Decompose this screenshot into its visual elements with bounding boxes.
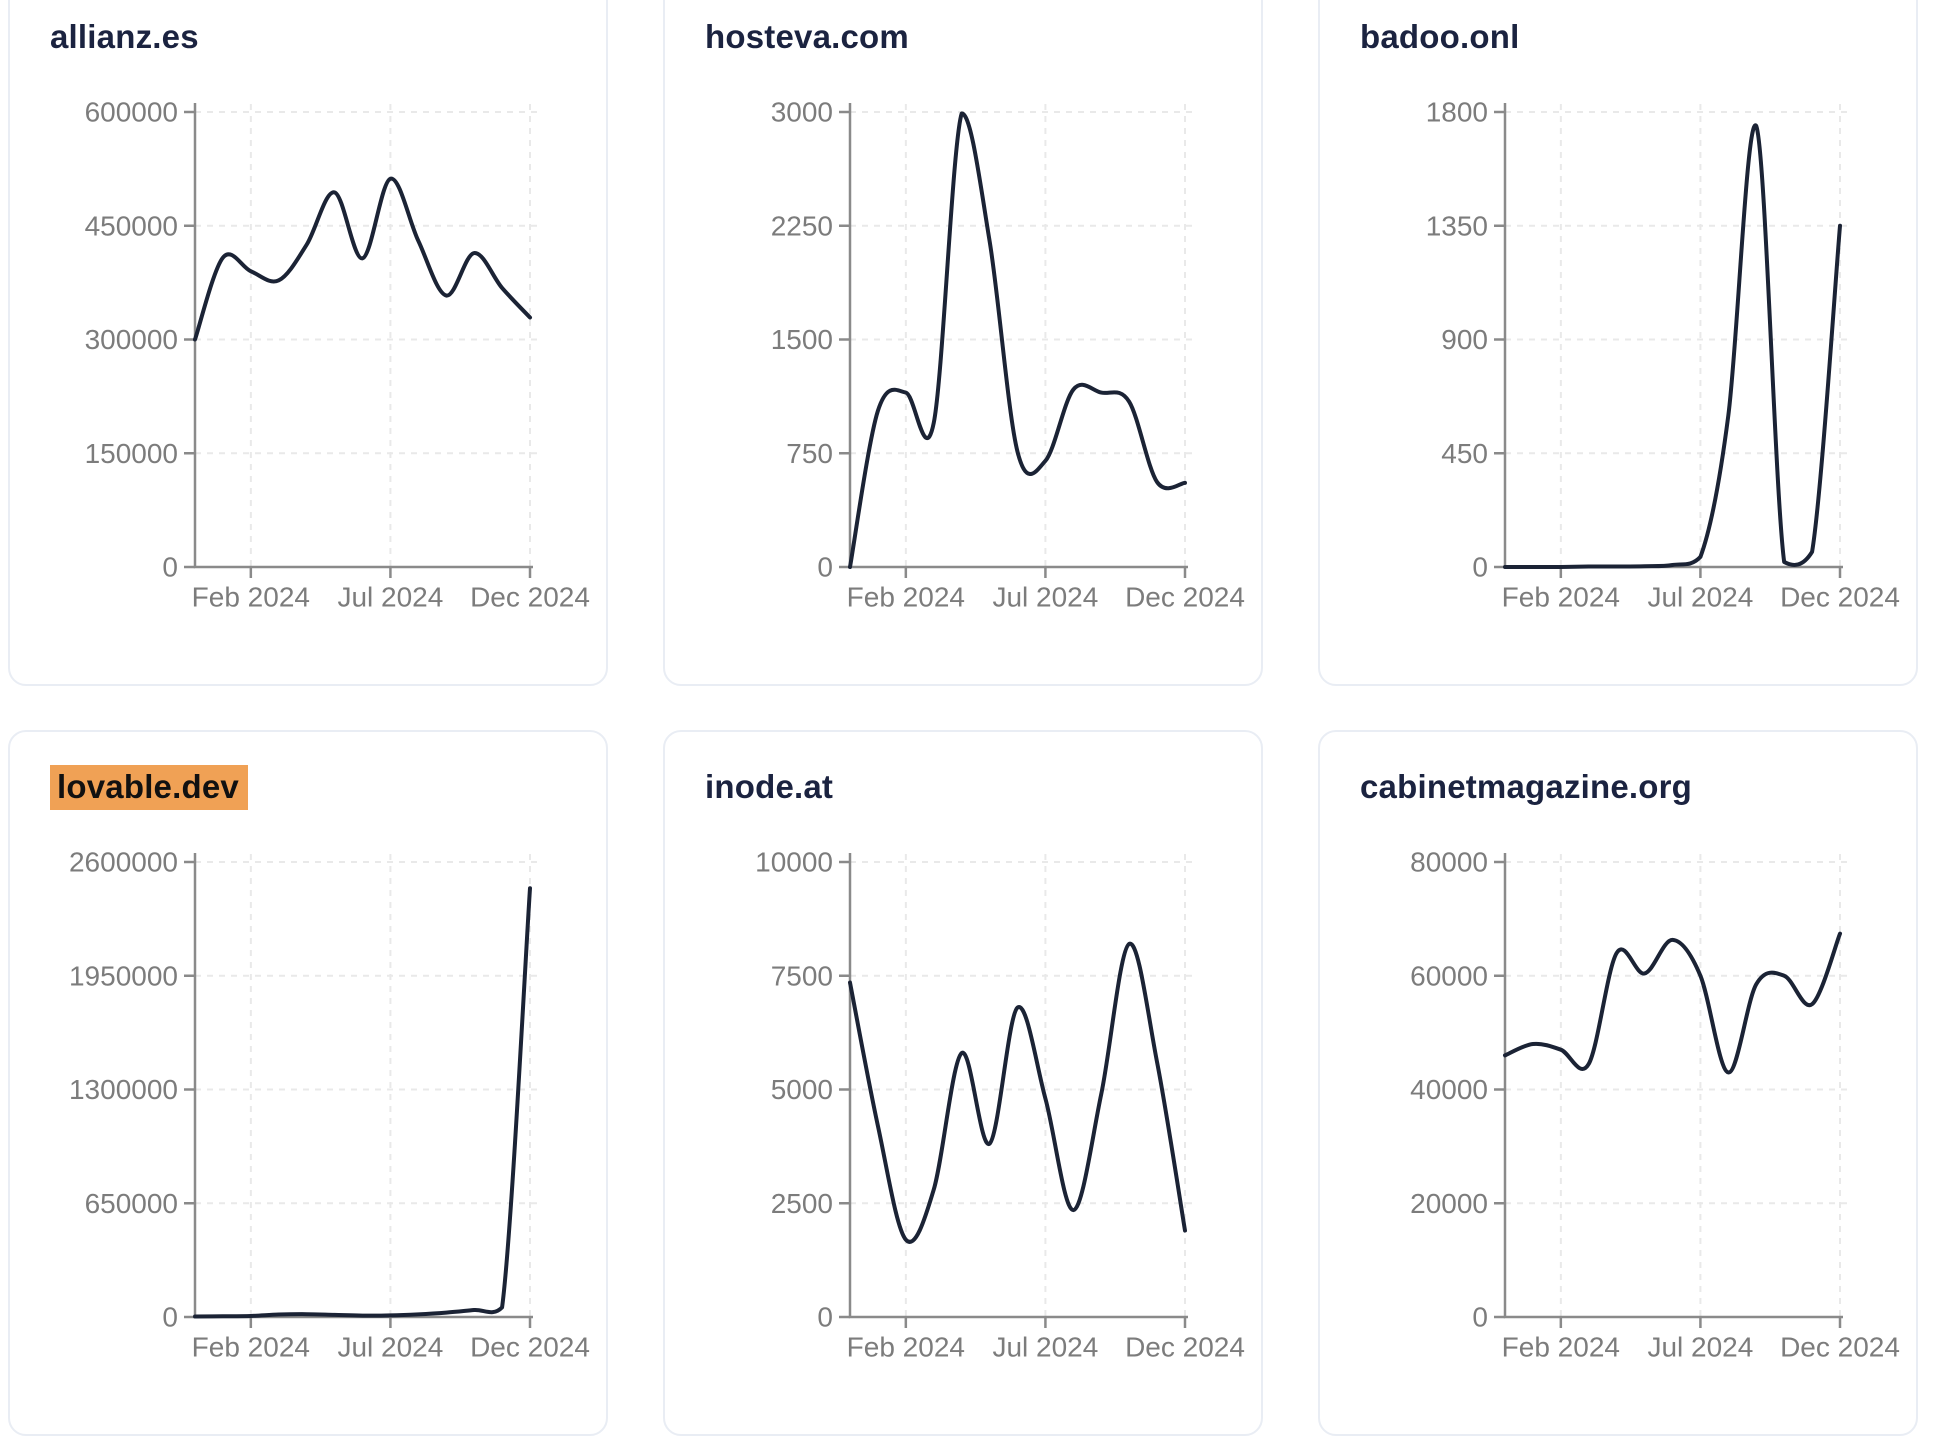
y-axis-tick-label: 0 bbox=[162, 552, 178, 583]
y-axis-tick-label: 650000 bbox=[85, 1188, 178, 1219]
axis bbox=[848, 103, 1188, 569]
x-axis-tick-label: Jul 2024 bbox=[337, 1332, 443, 1363]
x-axis-tick-label: Feb 2024 bbox=[847, 1332, 965, 1363]
y-axis-tick-label: 0 bbox=[162, 1302, 178, 1333]
x-axis-tick-label: Dec 2024 bbox=[470, 1332, 590, 1363]
y-axis-tick-label: 0 bbox=[817, 552, 833, 583]
y-axis-tick-label: 750 bbox=[786, 438, 833, 469]
y-axis-tick-label: 1500 bbox=[771, 324, 833, 355]
x-axis-tick-label: Dec 2024 bbox=[470, 582, 590, 613]
y-axis-tick-label: 0 bbox=[1472, 552, 1488, 583]
x-axis-tick-label: Dec 2024 bbox=[1780, 1332, 1900, 1363]
trend-line bbox=[848, 941, 1187, 1244]
trend-line bbox=[193, 176, 532, 342]
y-axis-tick-label: 1300000 bbox=[69, 1074, 178, 1105]
y-axis-tick-label: 1350 bbox=[1426, 210, 1488, 241]
y-axis-tick-label: 2500 bbox=[771, 1188, 833, 1219]
y-axis-tick-label: 1950000 bbox=[69, 960, 178, 991]
axis bbox=[848, 853, 1188, 1319]
domain-title[interactable]: hosteva.com bbox=[705, 18, 909, 55]
trend-line bbox=[1503, 931, 1842, 1075]
x-axis-tick-label: Feb 2024 bbox=[847, 582, 965, 613]
y-axis-tick-label: 10000 bbox=[755, 847, 833, 878]
y-axis-tick-label: 450 bbox=[1441, 438, 1488, 469]
y-axis-tick-label: 3000 bbox=[771, 97, 833, 128]
axis bbox=[193, 853, 533, 1319]
x-axis-tick-label: Feb 2024 bbox=[192, 1332, 310, 1363]
y-axis-tick-label: 5000 bbox=[771, 1074, 833, 1105]
chart-card: allianz.es 0 150000 300000 450000 600000 Feb 2… bbox=[8, 0, 608, 686]
chart-card: inode.at 0 2500 5000 7500 10000 Feb 2024 Jul 20… bbox=[663, 730, 1263, 1436]
x-axis-tick-label: Jul 2024 bbox=[337, 582, 443, 613]
y-axis-tick-label: 60000 bbox=[1410, 960, 1488, 991]
x-axis-tick-label: Jul 2024 bbox=[1647, 582, 1753, 613]
domain-title[interactable]: inode.at bbox=[705, 768, 834, 805]
x-axis-tick-label: Dec 2024 bbox=[1125, 1332, 1245, 1363]
y-axis-tick-label: 150000 bbox=[85, 438, 178, 469]
card-header: hosteva.com bbox=[705, 16, 1241, 65]
y-axis-tick-label: 0 bbox=[1472, 1302, 1488, 1333]
chart-card: cabinetmagazine.org 0 20000 40000 60000 80000… bbox=[1318, 730, 1918, 1436]
y-axis-tick-label: 7500 bbox=[771, 960, 833, 991]
domain-title[interactable]: badoo.onl bbox=[1360, 18, 1520, 55]
y-axis-tick-label: 20000 bbox=[1410, 1188, 1488, 1219]
line-chart: 0 20000 40000 60000 80000 Feb 2024 Jul 2024 Dec… bbox=[1410, 847, 1900, 1363]
x-axis-tick-label: Dec 2024 bbox=[1125, 582, 1245, 613]
x-axis-tick-label: Jul 2024 bbox=[1647, 1332, 1753, 1363]
trend-line bbox=[1503, 123, 1842, 569]
y-axis-tick-label: 40000 bbox=[1410, 1074, 1488, 1105]
axis bbox=[193, 103, 533, 569]
card-header: lovable.dev bbox=[50, 765, 586, 815]
axis bbox=[1503, 103, 1843, 569]
trend-line bbox=[848, 111, 1187, 569]
chart-card: hosteva.com 0 750 1500 2250 3000 Feb 2024 Jul 2… bbox=[663, 0, 1263, 686]
domain-title[interactable]: cabinetmagazine.org bbox=[1360, 768, 1693, 805]
domain-title-highlighted[interactable]: lovable.dev bbox=[50, 765, 248, 810]
y-axis-tick-label: 80000 bbox=[1410, 847, 1488, 878]
card-header: badoo.onl bbox=[1360, 16, 1896, 65]
line-chart: 0 450 900 1350 1800 Feb 2024 Jul 2024 Dec 2024 bbox=[1426, 97, 1900, 613]
x-axis-tick-label: Dec 2024 bbox=[1780, 582, 1900, 613]
y-axis-tick-label: 600000 bbox=[85, 97, 178, 128]
line-chart: 0 150000 300000 450000 600000 Feb 2024 Jul 202… bbox=[85, 97, 590, 613]
domain-title[interactable]: allianz.es bbox=[50, 18, 199, 55]
axis bbox=[1503, 853, 1843, 1319]
x-axis-tick-label: Feb 2024 bbox=[1502, 582, 1620, 613]
x-axis-tick-label: Jul 2024 bbox=[992, 582, 1098, 613]
card-header: cabinetmagazine.org bbox=[1360, 766, 1896, 815]
y-axis-tick-label: 2600000 bbox=[69, 847, 178, 878]
line-chart: 0 2500 5000 7500 10000 Feb 2024 Jul 2024 Dec 20… bbox=[755, 847, 1245, 1363]
y-axis-tick-label: 300000 bbox=[85, 324, 178, 355]
trend-line bbox=[193, 886, 532, 1319]
y-axis-tick-label: 450000 bbox=[85, 210, 178, 241]
charts-grid: allianz.es 0 150000 300000 450000 600000 Feb 2… bbox=[8, 0, 1918, 1436]
line-chart: 0 650000 1300000 1950000 2600000 Feb 2024 Jul … bbox=[69, 847, 590, 1363]
x-axis-tick-label: Feb 2024 bbox=[192, 582, 310, 613]
y-axis-tick-label: 0 bbox=[817, 1302, 833, 1333]
y-axis-tick-label: 900 bbox=[1441, 324, 1488, 355]
y-axis-tick-label: 1800 bbox=[1426, 97, 1488, 128]
line-chart: 0 750 1500 2250 3000 Feb 2024 Jul 2024 Dec 2024 bbox=[771, 97, 1245, 613]
card-header: allianz.es bbox=[50, 16, 586, 65]
y-axis-tick-label: 2250 bbox=[771, 210, 833, 241]
card-header: inode.at bbox=[705, 766, 1241, 815]
x-axis-tick-label: Feb 2024 bbox=[1502, 1332, 1620, 1363]
chart-card: badoo.onl 0 450 900 1350 1800 Feb 2024 Jul 2024… bbox=[1318, 0, 1918, 686]
x-axis-tick-label: Jul 2024 bbox=[992, 1332, 1098, 1363]
chart-card: lovable.dev 0 650000 1300000 1950000 2600000 F… bbox=[8, 730, 608, 1436]
